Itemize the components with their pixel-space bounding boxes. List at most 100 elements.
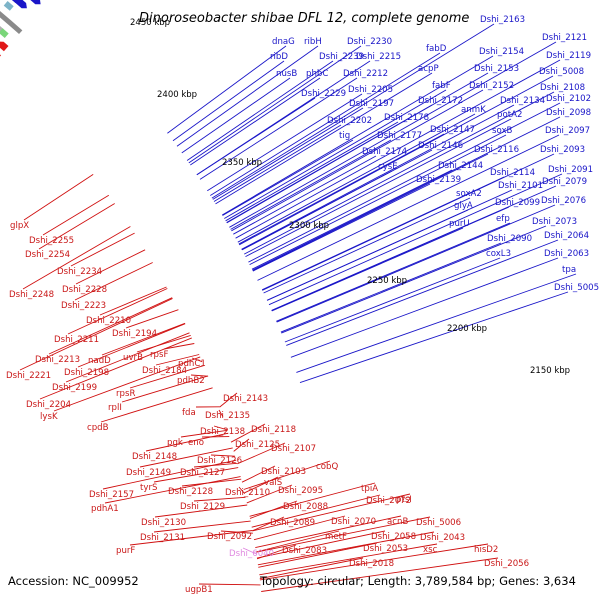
plus-gene-label: Dshi_5008 bbox=[539, 67, 584, 77]
minus-gene-connector bbox=[256, 516, 431, 553]
kbp-label: 2400 kbp bbox=[157, 90, 197, 100]
minus-gene-connector bbox=[145, 432, 229, 452]
plus-gene-label: Dshi_2076 bbox=[541, 196, 586, 206]
minus-gene-label: nadD bbox=[88, 356, 111, 366]
minus-gene-label: lysK bbox=[40, 412, 58, 422]
plus-gene-label: Dshi_2154 bbox=[479, 47, 524, 57]
minus-gene-connector bbox=[243, 460, 331, 490]
minus-gene-label: Dshi_2125 bbox=[235, 440, 280, 450]
minus-gene-label: Dshi_2056 bbox=[484, 559, 529, 569]
plus-gene-connector bbox=[231, 89, 484, 232]
plus-gene-label: Dshi_2114 bbox=[490, 168, 535, 178]
plus-gene-connector bbox=[252, 183, 431, 272]
plus-gene-connector bbox=[212, 107, 364, 200]
plus-gene-connector bbox=[230, 139, 392, 230]
minus-gene-label: Dshi_2198 bbox=[64, 368, 109, 378]
plus-gene-connector bbox=[225, 121, 399, 222]
plus-gene-connector bbox=[181, 77, 291, 154]
minus-gene-label: xsc bbox=[423, 545, 438, 555]
plus-gene-connector bbox=[252, 116, 561, 271]
minus-gene-label: Dshi_2088 bbox=[283, 502, 328, 512]
minus-gene-connector bbox=[255, 515, 402, 549]
plus-gene-label: Dshi_2178 bbox=[384, 113, 429, 123]
plus-gene-label: fabF bbox=[432, 81, 451, 91]
plus-gene-connector bbox=[190, 77, 321, 166]
minus-gene-connector bbox=[230, 423, 266, 443]
minus-gene-label: acnB bbox=[387, 517, 408, 527]
minus-gene-label: Dshi_2058 bbox=[371, 532, 416, 542]
minus-gene-connector bbox=[190, 374, 209, 377]
plus-gene-label: acpP bbox=[418, 64, 439, 74]
minus-gene-connector bbox=[38, 203, 115, 250]
plus-gene-label: Dshi_2116 bbox=[474, 145, 519, 155]
minus-gene-connector bbox=[210, 454, 236, 457]
minus-gene-label: Dshi_2128 bbox=[168, 487, 213, 497]
minus-gene-connector bbox=[99, 286, 167, 316]
plus-gene-connector bbox=[299, 291, 569, 384]
plus-gene-connector bbox=[237, 113, 476, 243]
cog-category-block bbox=[0, 28, 9, 38]
minus-gene-connector bbox=[75, 249, 146, 285]
minus-gene-label: cobQ bbox=[316, 462, 338, 472]
minus-gene-label: Dshi_2255 bbox=[29, 236, 74, 246]
map-title: Dinoroseobacter shibae DFL 12, complete … bbox=[139, 11, 469, 26]
minus-gene-label: Dshi_2248 bbox=[9, 290, 54, 300]
minus-gene-label: cpdB bbox=[87, 423, 109, 433]
minus-gene-label: pgk bbox=[167, 438, 183, 448]
minus-strand-gene bbox=[0, 54, 1, 57]
plus-gene-connector bbox=[172, 60, 285, 142]
plus-gene-connector bbox=[276, 222, 511, 322]
plus-gene-label: Dshi_2174 bbox=[362, 147, 407, 157]
plus-gene-connector bbox=[281, 225, 547, 334]
minus-gene-connector bbox=[218, 409, 224, 417]
plus-gene-connector bbox=[210, 52, 441, 196]
minus-gene-connector bbox=[53, 356, 201, 412]
plus-gene-label: Dshi_2134 bbox=[500, 96, 545, 106]
minus-gene-connector bbox=[256, 530, 386, 559]
plus-gene-label: Dshi_2064 bbox=[544, 231, 589, 241]
plus-gene-label: Dshi_2152 bbox=[469, 81, 514, 91]
plus-gene-connector bbox=[261, 176, 505, 291]
minus-gene-connector bbox=[241, 465, 276, 483]
plus-gene-label: Dshi_2144 bbox=[438, 161, 483, 171]
minus-gene-label: hisD2 bbox=[474, 545, 498, 555]
plus-gene-label: coxL3 bbox=[486, 249, 511, 259]
minus-gene-label: ugpB1 bbox=[185, 585, 213, 595]
minus-gene-label: Dshi_2234 bbox=[57, 267, 102, 277]
plus-gene-label: Dshi_2177 bbox=[377, 131, 422, 141]
plus-gene-connector bbox=[276, 204, 556, 323]
plus-gene-label: Dshi_5005 bbox=[554, 283, 599, 293]
kbp-label: 2350 kbp bbox=[222, 158, 262, 168]
minus-gene-connector bbox=[259, 543, 438, 576]
plus-gene-connector bbox=[251, 169, 453, 270]
minus-gene-connector bbox=[259, 543, 489, 581]
plus-gene-connector bbox=[290, 257, 559, 358]
plus-gene-connector bbox=[196, 97, 316, 176]
plus-gene-label: Dshi_2215 bbox=[356, 52, 401, 62]
kbp-label: 2450 kbp bbox=[130, 18, 170, 28]
kbp-label: 2250 kbp bbox=[367, 276, 407, 286]
minus-gene-connector bbox=[219, 392, 238, 408]
plus-gene-label: ribD bbox=[270, 52, 288, 62]
minus-gene-label: valS bbox=[264, 478, 282, 488]
minus-gene-label: rplI bbox=[108, 403, 122, 413]
plus-gene-connector bbox=[280, 242, 502, 333]
minus-gene-connector bbox=[163, 343, 195, 350]
minus-gene-connector bbox=[104, 476, 241, 504]
plus-gene-connector bbox=[213, 124, 342, 202]
plus-gene-connector bbox=[241, 104, 515, 250]
plus-gene-connector bbox=[238, 133, 445, 245]
minus-strand-gene bbox=[0, 41, 9, 52]
plus-gene-label: soxB bbox=[492, 126, 513, 136]
plus-gene-connector bbox=[271, 206, 510, 311]
minus-gene-label: Dshi_2072 bbox=[366, 496, 411, 506]
minus-gene-label: Dshi_2129 bbox=[180, 502, 225, 512]
minus-gene-connector bbox=[23, 174, 94, 221]
kbp-labels: 2450 kbp 2400 kbp 2350 kbp 2300 kbp 2250 kbp… bbox=[130, 18, 570, 376]
plus-gene-label: Dshi_2212 bbox=[343, 69, 388, 79]
plus-gene-label: soxA2 bbox=[456, 189, 482, 199]
plus-gene-connector bbox=[238, 75, 554, 246]
plus-gene-label: Dshi_2102 bbox=[546, 94, 591, 104]
minus-gene-connector bbox=[100, 387, 213, 423]
minus-gene-label: uvrB bbox=[123, 353, 143, 363]
